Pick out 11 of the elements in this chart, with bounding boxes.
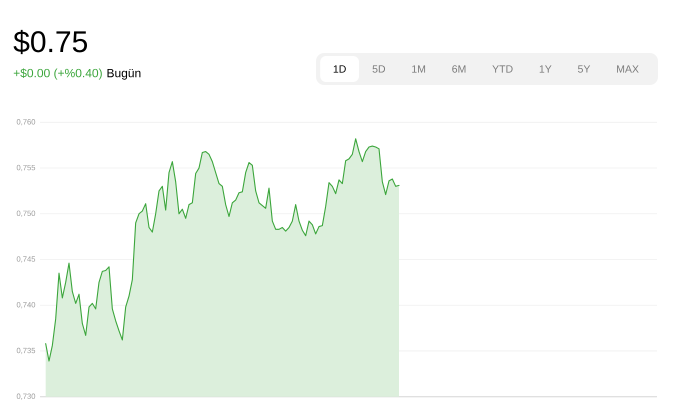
text: +$0.00 (+%0.40) [14,68,102,80]
text: 1M [412,65,426,73]
text: YTD [492,65,513,73]
text: 5D [372,65,386,73]
text: MAX [617,65,639,73]
text: 6M [452,65,466,73]
text: Bugün [107,68,140,80]
text: 5Y [578,65,590,73]
text: 1D [334,65,346,73]
text: 1Y [540,65,552,73]
text: $0.75 [14,30,88,54]
